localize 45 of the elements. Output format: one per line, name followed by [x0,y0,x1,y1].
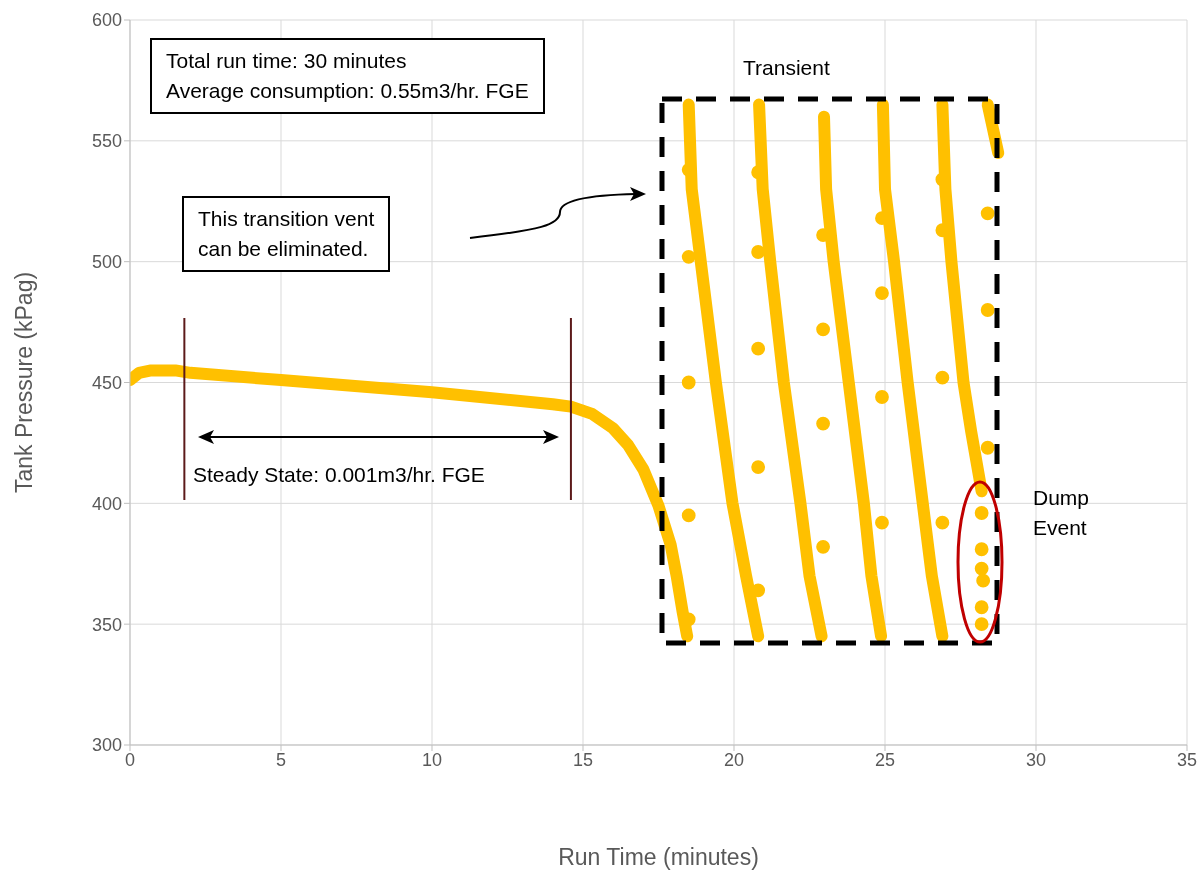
y-tick-label: 400 [91,493,122,514]
point [816,322,830,337]
point [974,542,989,557]
x-tick-label: 15 [572,749,594,770]
point [875,515,889,530]
x-tick-label: 0 [124,749,136,770]
point [681,508,696,523]
point [976,573,991,588]
annotation: Steady State: 0.001m3/hr. FGE [193,462,485,488]
point [980,303,995,317]
point [974,506,989,520]
point [875,390,889,404]
y-tick-label: 600 [91,10,122,31]
x-tick-label: 25 [874,749,896,770]
point [751,245,766,259]
point [974,600,989,615]
point [681,249,696,264]
y-tick-label: 500 [91,252,122,273]
y-axis-title: Tank Pressure (kPag) [11,271,38,494]
y-tick-label: 300 [91,735,122,756]
point [681,375,696,390]
point [816,416,830,431]
point [875,286,889,300]
x-axis-title: Run Time (minutes) [558,844,759,870]
point [980,440,995,455]
y-tick-label: 350 [91,614,122,635]
point [974,561,989,576]
annotation: This transition vent can be eliminated. [182,196,391,272]
point [816,539,830,554]
x-tick-label: 5 [275,749,287,770]
point [751,460,766,474]
point [935,515,950,530]
point [974,617,989,632]
y-tick-label: 450 [91,372,122,393]
annotation: Dump Event [1033,485,1090,541]
point [935,370,950,385]
annotation: Transient [743,55,830,81]
x-tick-label: 20 [723,749,745,770]
annotation: Total run time: 30 minutes Average consumption: 0.55m3/hr. FGE [150,38,545,114]
x-tick-label: 30 [1025,749,1047,770]
y-tick-label: 550 [91,131,122,152]
x-tick-label: 10 [421,749,443,770]
x-tick-label: 35 [1176,749,1198,770]
point [751,341,766,356]
point [980,206,995,221]
